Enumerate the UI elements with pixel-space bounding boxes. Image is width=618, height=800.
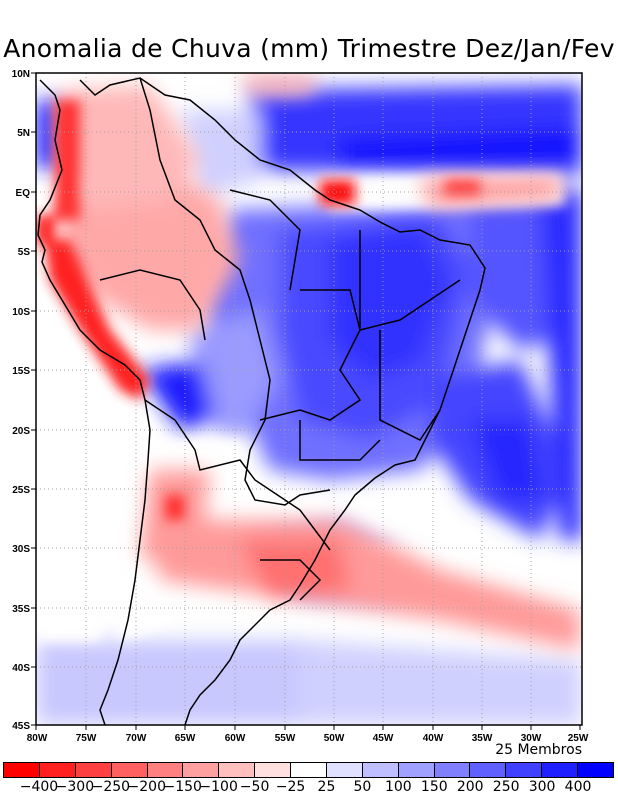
x-tick-label: 40W [423,733,444,744]
x-tick-label: 75W [76,733,97,744]
x-tick-label: 80W [27,733,48,744]
anomaly-field [36,73,582,725]
colorbar-box [506,763,543,777]
colorbar-label: 100 [384,779,412,795]
colorbar-box [291,763,327,777]
country-border [260,559,322,601]
coastline [79,77,486,725]
state-border [259,289,362,421]
y-tick-label: 20S [12,426,30,437]
y-tick-label: 35S [12,604,30,615]
colorbar-box [219,763,256,777]
colorbar-box [255,763,291,777]
colorbar-box [111,763,148,777]
state-border [359,230,461,331]
colorbar-box [183,763,220,777]
x-tick-label: 60W [225,733,246,744]
coastline [37,79,151,725]
colorbar-box [542,763,578,777]
y-tick-label: 45S [12,721,30,732]
colorbar-labels: −400 −300 −250 −200 −150 −100 −50 −25 25 50 100 150… [0,779,618,799]
colorbar-label: −50 [239,779,270,795]
rainfall-anomaly-map: 10N 5N EQ 5S 10S 15S 20S 25S 30S 35S 40S… [12,69,589,744]
colorbar-label: −300 [55,779,95,795]
x-tick-label: 25W [568,733,589,744]
colorbar-box [362,763,399,777]
y-tick-label: 30S [12,544,30,555]
y-tick-label: 40S [12,663,30,674]
map-title: Anomalia de Chuva (mm) Trimestre Dez/Jan… [3,34,615,63]
colorbar-box [75,763,112,777]
colorbar-box [434,763,471,777]
colorbar-label: −100 [199,779,238,795]
colorbar-box [326,763,363,777]
colorbar-label: −400 [19,779,59,795]
colorbar-label: 400 [564,779,592,795]
colorbar-label: 25 [317,779,336,795]
x-tick-label: 45W [373,733,394,744]
colorbar-label: −200 [127,779,166,795]
colorbar-label: −250 [91,779,131,795]
colorbar [3,762,614,778]
y-tick-label: 15S [12,366,30,377]
ensemble-members-label: 25 Membros [495,742,582,758]
x-tick-label: 50W [324,733,345,744]
colorbar-box [398,763,435,777]
colorbar-label: −25 [275,779,306,795]
colorbar-label: 200 [456,779,484,795]
y-tick-label: 5S [18,247,31,258]
country-border [99,269,206,341]
state-border [379,330,441,441]
state-border [299,420,381,461]
colorbar-label: −150 [163,779,202,795]
plot-frame [35,72,583,726]
colorbar-box [147,763,184,777]
x-tick-label: 55W [275,733,296,744]
x-tick-label: 70W [126,733,147,744]
y-tick-label: EQ [16,188,31,199]
axis-ticks [31,72,581,730]
x-tick-label: 35W [472,733,493,744]
colorbar-box [4,763,40,777]
colorbar-label: 300 [528,779,556,795]
country-border [139,77,331,506]
colorbar-box [578,763,613,777]
colorbar-box [39,763,76,777]
x-tick-label: 30W [521,733,542,744]
y-tick-label: 10S [12,307,30,318]
colorbar-label: 150 [420,779,448,795]
y-tick-label: 25S [12,485,30,496]
grid-lines [36,73,582,725]
x-tick-label: 65W [175,733,196,744]
colorbar-label: 250 [492,779,520,795]
y-tick-label: 5N [17,128,30,139]
colorbar-label: 50 [353,779,372,795]
coastlines-and-borders [37,77,486,725]
state-border [229,189,301,291]
colorbar-box [470,763,507,777]
country-border [144,399,331,551]
y-tick-label: 10N [12,69,30,80]
